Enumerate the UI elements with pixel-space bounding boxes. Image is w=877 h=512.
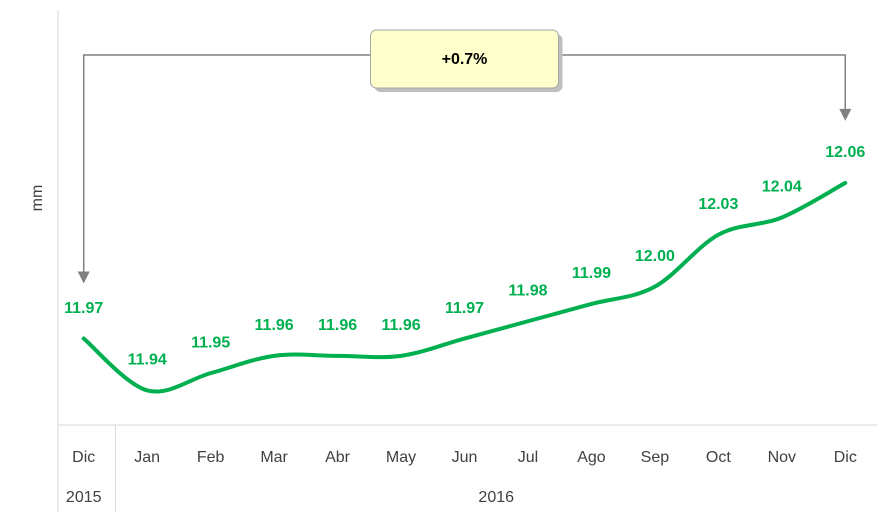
x-tick-label: Sep [641, 449, 670, 466]
data-label: 11.99 [572, 265, 611, 282]
line [81, 180, 848, 394]
x-tick-label: Mar [260, 449, 288, 466]
arrow-head [77, 271, 90, 284]
x-tick-label: Dic [834, 449, 857, 466]
data-label: 12.04 [762, 179, 802, 196]
x-group-label: 2015 [66, 489, 102, 506]
x-tick-label: Nov [768, 449, 796, 466]
x-tick-label: Oct [706, 449, 731, 466]
x-tick-label: May [386, 449, 416, 466]
x-tick-label: Ago [577, 449, 606, 466]
x-group-label: 2016 [478, 489, 514, 506]
y-axis-label: mm [29, 185, 46, 212]
data-label: 11.96 [318, 317, 357, 334]
x-tick-label: Jan [134, 449, 160, 466]
x-tick-label: Feb [197, 449, 225, 466]
annotation-box [370, 29, 559, 89]
data-label: 11.96 [255, 317, 294, 334]
data-label: 11.94 [128, 352, 167, 369]
data-label: 12.06 [825, 144, 865, 161]
data-label: 12.03 [698, 196, 738, 213]
x-tick-label: Jul [518, 449, 538, 466]
data-label: 11.97 [64, 300, 103, 317]
x-tick-label: Dic [72, 449, 95, 466]
data-label: 11.95 [191, 334, 230, 351]
data-label: 11.97 [445, 300, 484, 317]
arrow-head [839, 108, 852, 121]
data-label: 11.96 [381, 317, 420, 334]
x-tick-label: Jun [452, 449, 478, 466]
annotation: +0.7% [442, 51, 488, 68]
data-label: 11.98 [508, 282, 547, 299]
data-label: 12.00 [635, 248, 675, 265]
x-tick-label: Abr [325, 449, 351, 466]
